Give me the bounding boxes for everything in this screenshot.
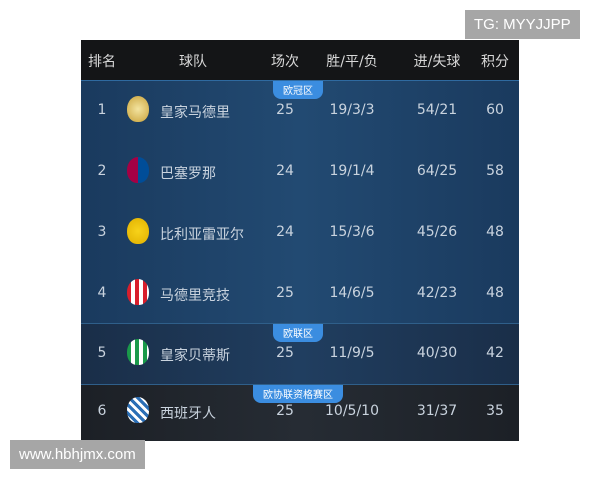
table-row[interactable]: 5 皇家贝蒂斯 25 11/9/5 40/30 42 xyxy=(81,323,519,384)
zone-badge: 欧协联资格赛区 xyxy=(253,385,343,403)
table-row[interactable]: 3 比利亚雷亚尔 24 15/3/6 45/26 48 xyxy=(81,202,519,263)
col-rank: 排名 xyxy=(88,54,116,70)
team-name: 比利亚雷亚尔 xyxy=(160,227,244,243)
col-team: 球队 xyxy=(179,54,207,70)
villarreal-crest-icon xyxy=(127,218,149,244)
real-madrid-crest-icon xyxy=(127,96,149,122)
watermark-top: TG: MYYJJPP xyxy=(465,10,580,39)
goals: 40/30 xyxy=(416,345,458,361)
goals: 64/25 xyxy=(416,163,458,179)
played: 25 xyxy=(276,102,294,118)
col-wdl: 胜/平/负 xyxy=(326,54,378,70)
standings-table: 排名 球队 场次 胜/平/负 进/失球 积分 欧冠区 欧联区 欧协联资格赛区 1… xyxy=(81,40,519,442)
watermark-bottom: www.hbhjmx.com xyxy=(10,440,145,469)
played: 25 xyxy=(276,285,294,301)
wdl: 19/3/3 xyxy=(329,102,375,118)
rank: 3 xyxy=(97,224,107,240)
rank: 5 xyxy=(97,345,107,361)
played: 24 xyxy=(276,224,294,240)
atletico-crest-icon xyxy=(127,279,149,305)
played: 24 xyxy=(276,163,294,179)
team-name: 皇家贝蒂斯 xyxy=(160,348,230,364)
points: 48 xyxy=(486,285,504,301)
col-played: 场次 xyxy=(271,54,299,70)
points: 42 xyxy=(486,345,504,361)
wdl: 14/6/5 xyxy=(329,285,375,301)
wdl: 19/1/4 xyxy=(329,163,375,179)
espanyol-crest-icon xyxy=(127,397,149,423)
points: 48 xyxy=(486,224,504,240)
table-row[interactable]: 6 西班牙人 25 10/5/10 31/37 35 xyxy=(81,381,519,442)
betis-crest-icon xyxy=(127,339,149,365)
goals: 45/26 xyxy=(416,224,458,240)
zone-badge: 欧冠区 xyxy=(273,81,323,99)
wdl: 11/9/5 xyxy=(329,345,375,361)
played: 25 xyxy=(276,403,294,419)
barcelona-crest-icon xyxy=(127,157,149,183)
wdl: 10/5/10 xyxy=(325,403,379,419)
goals: 31/37 xyxy=(416,403,458,419)
goals: 42/23 xyxy=(416,285,458,301)
wdl: 15/3/6 xyxy=(329,224,375,240)
points: 58 xyxy=(486,163,504,179)
col-points: 积分 xyxy=(481,54,509,70)
table-header: 排名 球队 场次 胜/平/负 进/失球 积分 xyxy=(81,40,519,80)
rank: 1 xyxy=(97,102,107,118)
rank: 6 xyxy=(97,403,107,419)
goals: 54/21 xyxy=(416,102,458,118)
zone-badge: 欧联区 xyxy=(273,324,323,342)
zone-champions-league: 欧冠区 xyxy=(81,80,519,324)
zone-conference-league: 欧协联资格赛区 xyxy=(81,384,519,441)
col-goals: 进/失球 xyxy=(413,54,461,70)
points: 60 xyxy=(486,102,504,118)
table-row[interactable]: 1 皇家马德里 25 19/3/3 54/21 60 xyxy=(81,80,519,141)
table-row[interactable]: 4 马德里竞技 25 14/6/5 42/23 48 xyxy=(81,263,519,324)
team-name: 皇家马德里 xyxy=(160,105,230,121)
played: 25 xyxy=(276,345,294,361)
points: 35 xyxy=(486,403,504,419)
team-name: 巴塞罗那 xyxy=(160,166,216,182)
team-name: 马德里竞技 xyxy=(160,288,230,304)
table-row[interactable]: 2 巴塞罗那 24 19/1/4 64/25 58 xyxy=(81,141,519,202)
zone-europa-league: 欧联区 xyxy=(81,323,519,385)
team-name: 西班牙人 xyxy=(160,406,216,422)
rank: 4 xyxy=(97,285,107,301)
rank: 2 xyxy=(97,163,107,179)
